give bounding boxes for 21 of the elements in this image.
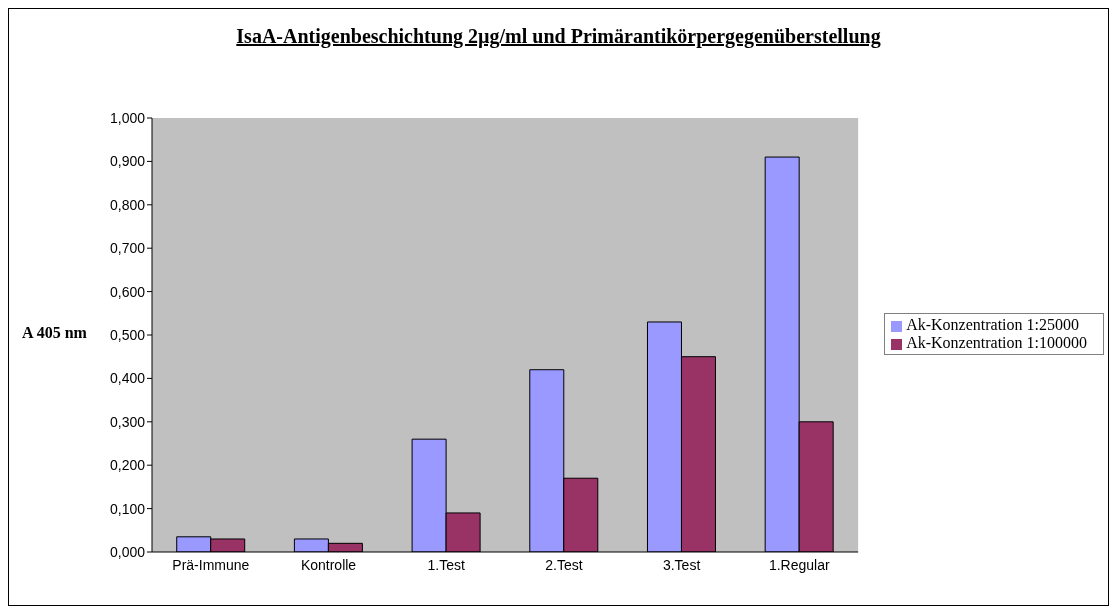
x-tick-label: 1.Regular — [768, 556, 830, 573]
x-tick-label: 2.Test — [545, 556, 583, 573]
x-tick-label: Kontrolle — [300, 556, 357, 573]
y-tick-label: 0,000 — [109, 543, 146, 560]
y-axis-title: A 405 nm — [22, 324, 87, 342]
legend-label: Ak-Konzentration 1:25000 — [906, 316, 1079, 333]
x-tick-label: 1.Test — [427, 556, 466, 573]
y-tick-label: 0,700 — [109, 240, 146, 257]
y-tick-label: 0,900 — [109, 153, 146, 170]
y-tick-label: 0,500 — [109, 326, 146, 343]
y-tick-label: 1,000 — [109, 109, 146, 126]
chart-title: IsaA-Antigenbeschichtung 2µg/ml und Primärantikörpergegenüberstellung — [235, 25, 882, 48]
y-tick-label: 0,600 — [109, 283, 146, 300]
y-tick-label: 0,300 — [109, 413, 146, 430]
x-tick-label: Prä-Immune — [172, 556, 250, 573]
y-tick-label: 0,100 — [109, 500, 146, 517]
x-tick-label: 3.Test — [662, 556, 701, 573]
y-tick-label: 0,800 — [109, 196, 146, 213]
legend-label: Ak-Konzentration 1:100000 — [906, 334, 1087, 351]
y-tick-label: 0,200 — [109, 457, 146, 474]
y-tick-label: 0,400 — [109, 370, 146, 387]
